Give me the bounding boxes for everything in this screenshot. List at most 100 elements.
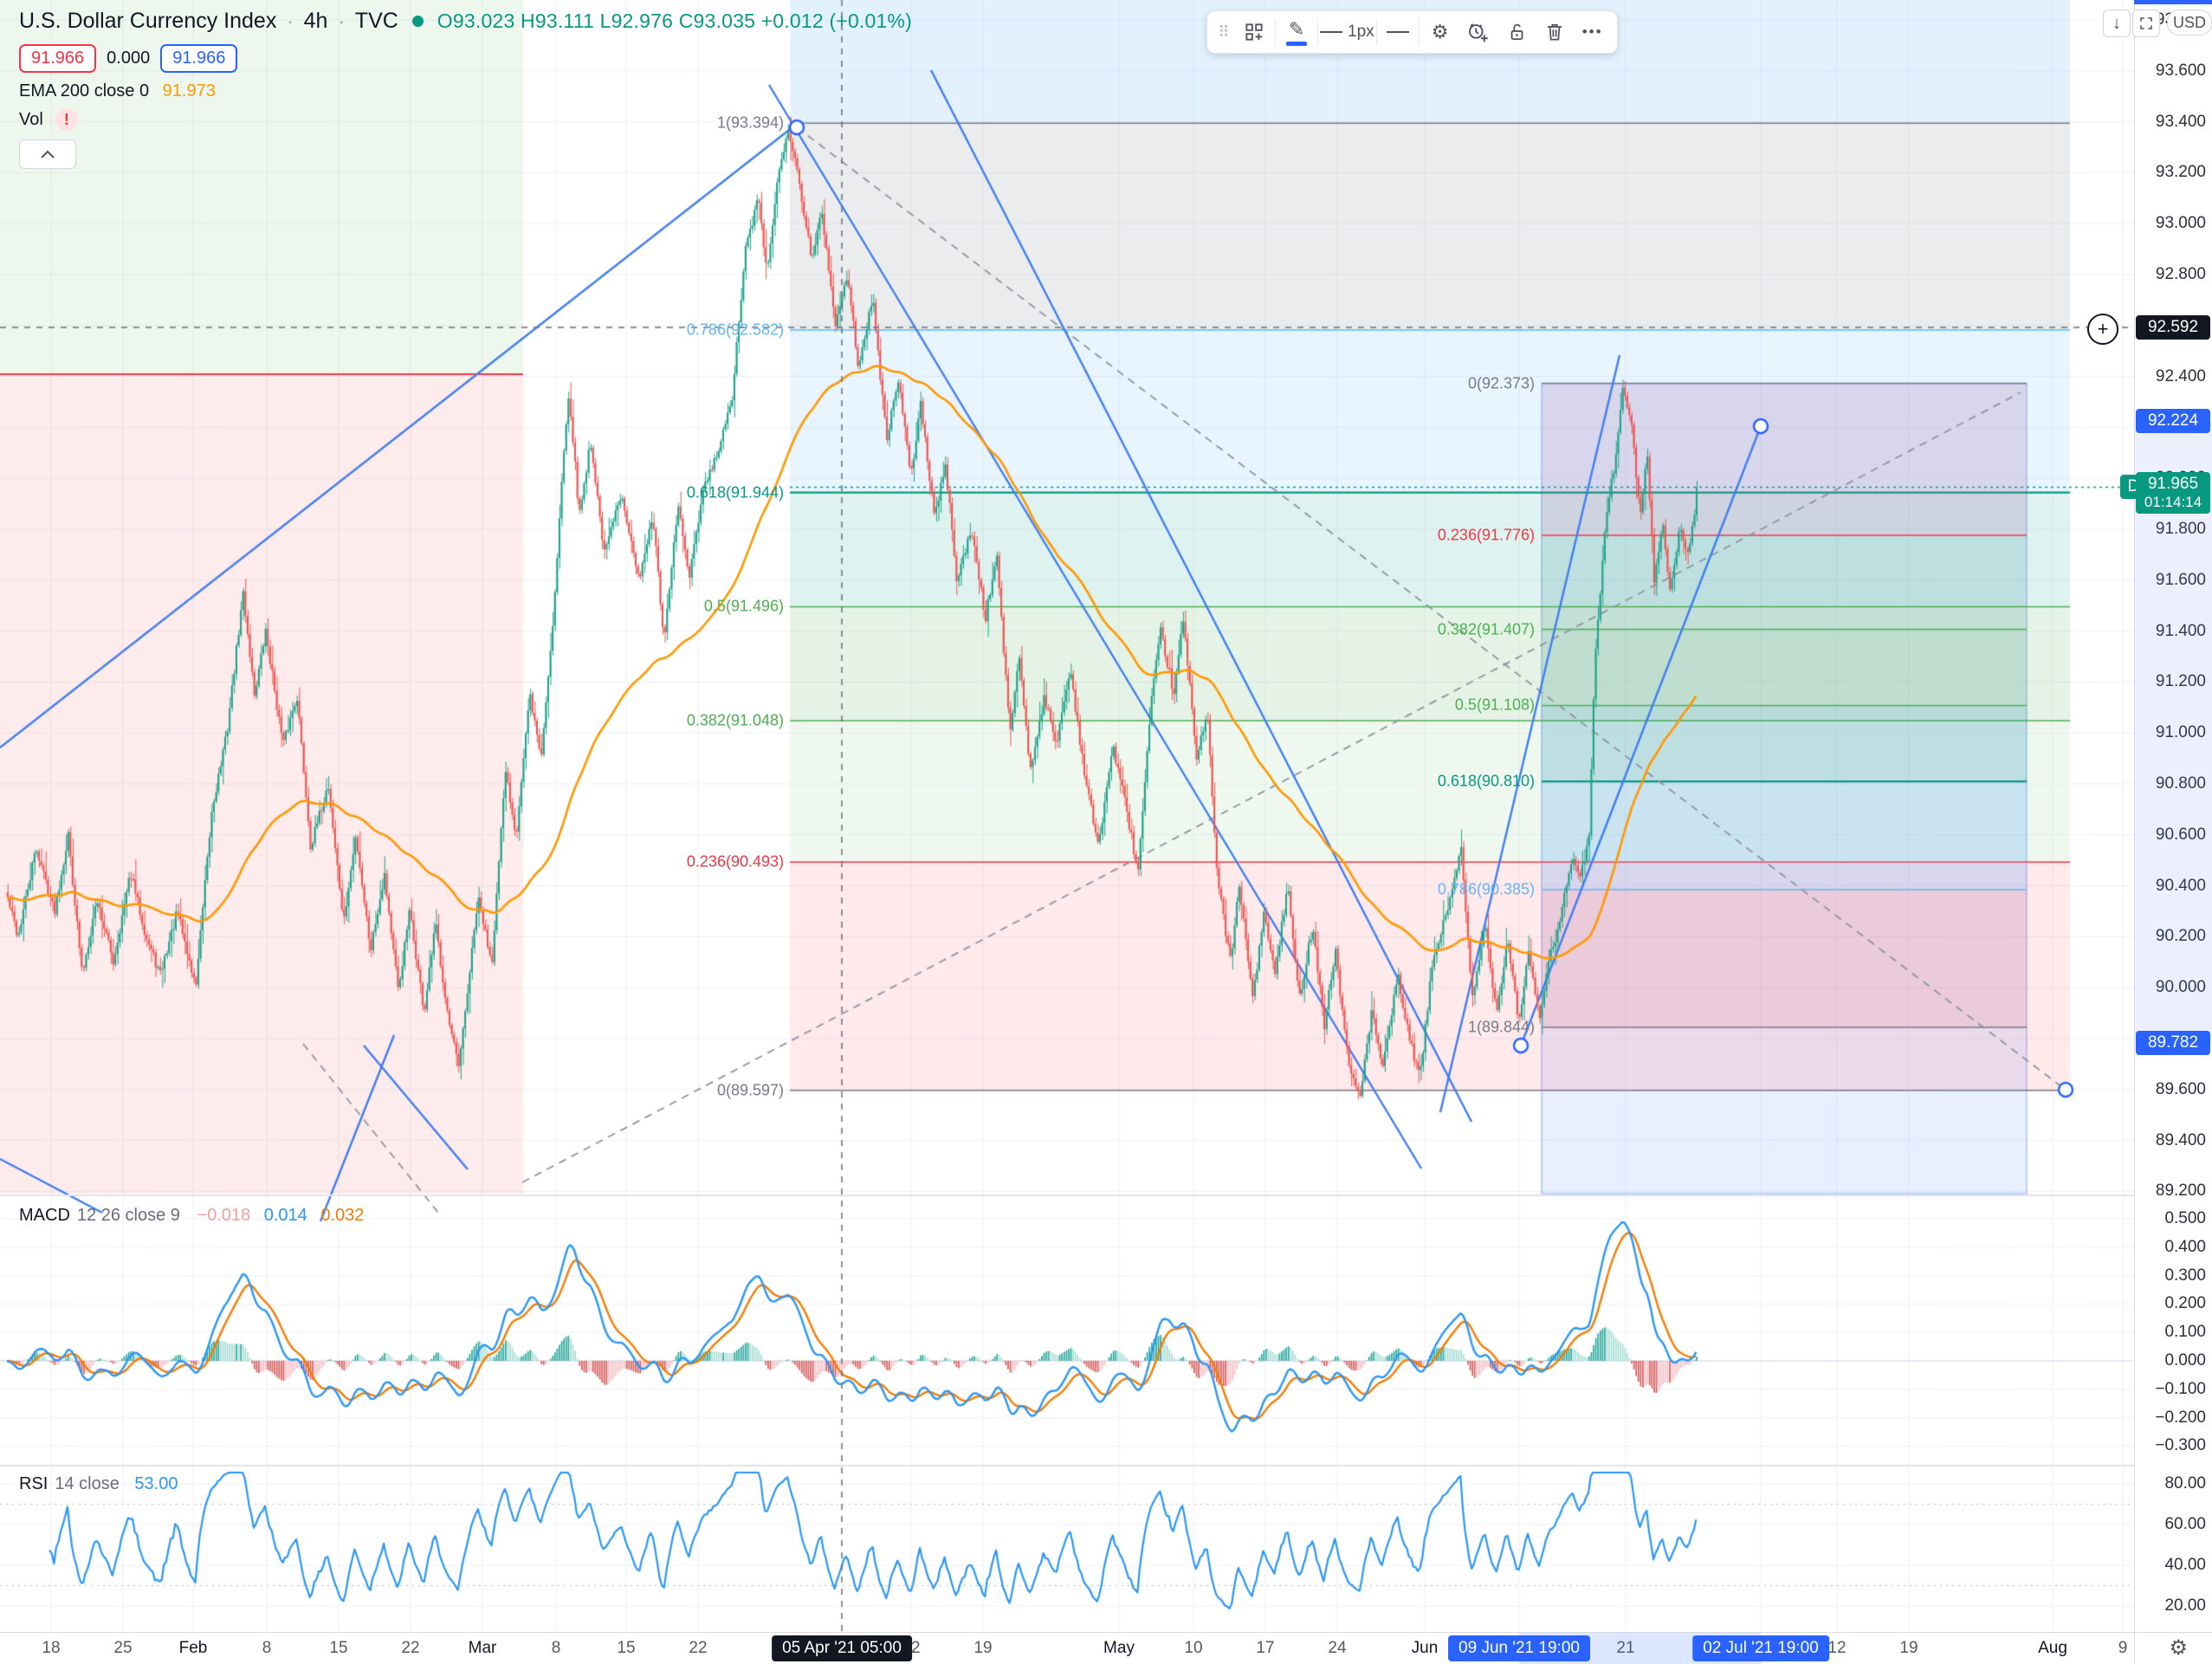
macd-params: 12 26 close 9 (76, 1206, 180, 1225)
time-axis-label: Jun (1411, 1639, 1439, 1657)
toolbar-divider (1317, 19, 1318, 45)
fullscreen-button[interactable] (2132, 10, 2160, 37)
macd-axis-label: 0.200 (2164, 1294, 2206, 1313)
fib-level-label[interactable]: 0.236(91.776) (1437, 526, 1535, 544)
fib-level-label[interactable]: 1(93.394) (716, 113, 784, 132)
macd-axis-label: −0.300 (2155, 1436, 2206, 1455)
lock-button[interactable] (1497, 15, 1536, 49)
ellipsis-icon: ••• (1581, 23, 1603, 40)
drawing-start-date-label: 09 Jun '21 19:00 (1448, 1635, 1590, 1661)
macd-axis-label: 0.300 (2164, 1266, 2206, 1285)
drawing-top-price-label: 92.224 (2136, 409, 2210, 434)
fib-level-label[interactable]: 0.236(90.493) (686, 852, 784, 871)
macd-title[interactable]: MACD (19, 1206, 70, 1225)
template-add-icon[interactable] (1235, 15, 1273, 49)
ema-indicator-label[interactable]: EMA 200 close 0 (19, 81, 150, 100)
time-axis-label: 19 (973, 1639, 993, 1657)
fib-level-label[interactable]: 0.382(91.407) (1437, 620, 1535, 638)
gear-icon: ⚙ (2169, 1636, 2188, 1660)
time-axis[interactable]: ⚙ 18 25 Feb 8 15 22 Mar 8 15 22 12 19 May 10 17 24 Jun 21… (0, 1632, 2212, 1664)
price-axis-label: 91.200 (2155, 672, 2206, 691)
time-axis-label: Mar (468, 1639, 497, 1657)
fib-level-label[interactable]: 0.786(90.385) (1437, 880, 1535, 898)
toolbar-divider (1418, 19, 1420, 45)
price-axis[interactable]: 93.80093.60093.40093.20093.00092.80092.6… (2134, 0, 2212, 1632)
price-axis-label: 89.600 (2155, 1079, 2206, 1098)
crosshair-date-label: 05 Apr '21 05:00 (772, 1635, 912, 1661)
legend-separator: · (287, 10, 294, 32)
pencil-icon: ✎ (1288, 18, 1305, 40)
fib-level-label[interactable]: 0.786(92.582) (686, 320, 784, 339)
price-axis-label: 90.400 (2155, 876, 2206, 895)
macd-axis-label: −0.200 (2155, 1408, 2206, 1427)
fib-level-label[interactable]: 0.618(90.810) (1437, 772, 1535, 790)
fib-level-label[interactable]: 0.5(91.108) (1454, 696, 1535, 714)
axis-range-highlight (2135, 421, 2212, 1044)
price-axis-label: 90.800 (2155, 774, 2206, 793)
toolbar-divider (1375, 19, 1377, 45)
buy-price-button[interactable]: 91.966 (160, 44, 238, 73)
scroll-to-recent-button[interactable]: ↓ (2103, 10, 2131, 37)
legend-separator2: · (338, 10, 345, 32)
price-axis-label: 91.000 (2155, 723, 2206, 742)
fib-level-label[interactable]: 1(89.844) (1467, 1018, 1535, 1036)
macd-axis-label: 0.500 (2164, 1209, 2206, 1227)
macd-line-value: 0.014 (263, 1206, 307, 1225)
collapse-pane-button[interactable] (19, 139, 76, 169)
add-alert-button[interactable] (1459, 15, 1497, 49)
line-style-button[interactable] (1379, 15, 1417, 49)
ohlc-high: H93.111 (521, 10, 594, 32)
currency-toggle-button[interactable]: USD (2167, 10, 2212, 36)
crosshair-price-label: 92.592 (2136, 315, 2210, 340)
last-price-label: 91.965 01:14:14 (2136, 472, 2210, 515)
toolbar-divider (1275, 19, 1276, 45)
axis-corner (2134, 1633, 2212, 1664)
fib-level-label[interactable]: 0.5(91.496) (703, 597, 784, 615)
time-axis-label: 9 (2118, 1639, 2128, 1657)
delete-button[interactable] (1536, 15, 1574, 49)
more-options-button[interactable]: ••• (1574, 15, 1612, 49)
line-width-value: 1px (1348, 23, 1374, 41)
add-alert-plus-icon[interactable]: + (2087, 314, 2118, 345)
last-price-value: 91.965 (2147, 475, 2199, 494)
price-axis-label: 93.000 (2155, 214, 2206, 233)
rsi-title[interactable]: RSI (19, 1474, 49, 1493)
volume-indicator-label[interactable]: Vol (19, 109, 43, 129)
time-axis-label: May (1103, 1639, 1135, 1657)
symbol-legend: U.S. Dollar Currency Index · 4h · TVC O93.02… (19, 9, 912, 169)
fib-level-label[interactable]: 0(92.373) (1467, 374, 1535, 392)
fib-level-label[interactable]: 0.618(91.944) (686, 483, 784, 502)
toolbar-drag-handle[interactable]: ⠿ (1218, 23, 1230, 41)
settings-button[interactable]: ⚙ (1421, 15, 1459, 49)
time-axis-label: 17 (1256, 1639, 1275, 1657)
time-axis-label: 10 (1184, 1639, 1203, 1657)
time-axis-label: 15 (329, 1639, 348, 1657)
sell-price-button[interactable]: 91.966 (19, 44, 97, 73)
fib-level-label[interactable]: 0.382(91.048) (686, 711, 784, 729)
ohlc-close: C93.035 (678, 10, 756, 32)
time-axis-label: 24 (1328, 1639, 1347, 1657)
line-style-icon (1386, 31, 1409, 33)
interval-label[interactable]: 4h (303, 9, 328, 33)
fib-level-label[interactable]: 0(89.597) (716, 1081, 784, 1099)
price-axis-label: 92.400 (2155, 366, 2206, 385)
price-axis-label: 93.200 (2155, 163, 2206, 182)
arrow-down-icon: ↓ (2112, 13, 2121, 33)
color-pencil-button[interactable]: ✎ (1277, 15, 1316, 49)
alarm-plus-icon (1469, 23, 1488, 42)
exchange-label[interactable]: TVC (354, 9, 398, 33)
time-axis-settings-button[interactable]: ⚙ (2169, 1635, 2188, 1661)
symbol-title[interactable]: U.S. Dollar Currency Index (19, 9, 277, 33)
time-axis-label: 8 (262, 1639, 272, 1657)
volume-error-icon[interactable]: ! (55, 108, 78, 131)
time-axis-label: 21 (1616, 1639, 1635, 1657)
price-axis-label: 89.200 (2155, 1182, 2206, 1201)
line-width-button[interactable]: 1px (1320, 15, 1374, 49)
price-axis-label: 93.400 (2155, 112, 2206, 131)
gear-icon: ⚙ (1431, 21, 1449, 42)
price-axis-label: 90.200 (2155, 927, 2206, 946)
time-axis-label: Feb (178, 1639, 208, 1657)
ohlc-low: L92.976 (599, 10, 674, 32)
